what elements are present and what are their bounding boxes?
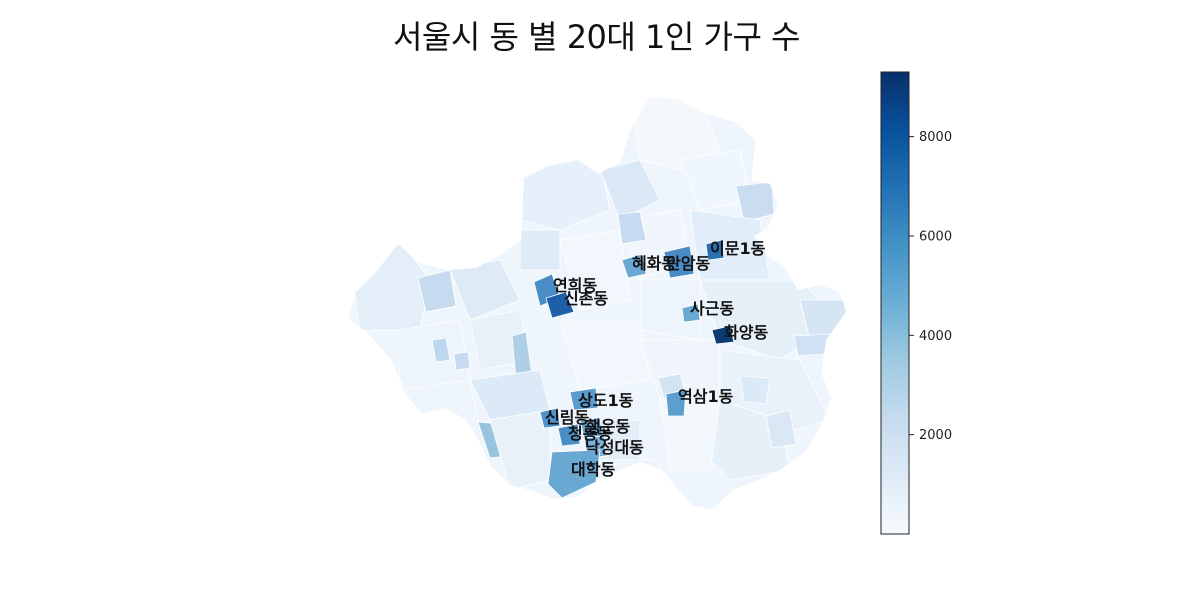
map-title: 서울시 동 별 20대 1인 가구 수: [392, 18, 801, 56]
label-yeonhuidong: 연희동: [553, 276, 597, 295]
label-daehakdong: 대학동: [571, 460, 615, 479]
label-anamdong: 안암동: [666, 254, 710, 273]
colorbar: 2000 4000 6000 8000: [880, 71, 952, 535]
label-hyehwadong: 혜화동: [632, 254, 676, 273]
colorbar-ticks: 2000 4000 6000 8000: [909, 130, 952, 443]
label-haengundong: 행운동: [586, 417, 630, 436]
highlighted-dongs: [533, 239, 735, 499]
label-cheongnyongdong: 청룡동: [568, 424, 612, 443]
dong-region-sangdo1: [569, 387, 599, 411]
label-sillimdong: 신림동: [545, 408, 589, 427]
colorbar-tick-label: 8000: [919, 130, 952, 145]
dong-region-yeoksam1: [665, 389, 687, 417]
dong-region-hyehwa: [621, 253, 647, 279]
colorbar-tick-label: 2000: [919, 428, 952, 443]
label-sinchondong: 신촌동: [564, 289, 608, 308]
dong-region-cheongnyong: [557, 423, 581, 447]
label-hwayangdong: 화양동: [724, 323, 768, 342]
dong-region-imun1: [705, 239, 725, 261]
dong-region-sageun: [681, 303, 701, 323]
dong-region-hwayang: [711, 325, 735, 345]
dong-region-sillim: [539, 407, 561, 429]
dong-region-anam: [663, 245, 695, 279]
colorbar-tick-label: 4000: [919, 329, 952, 344]
colorbar-tick-label: 6000: [919, 229, 952, 244]
label-nakseongdaedong: 낙성대동: [585, 438, 644, 457]
label-sageundong: 사근동: [690, 299, 734, 318]
dong-region-daehak: [547, 449, 601, 499]
dong-labels: 이문1동 혜화동 안암동 연희동 신촌동 사근동 화양동 역삼1동 상도1동 신…: [545, 239, 768, 479]
label-sangdo1dong: 상도1동: [578, 391, 634, 410]
dong-region-sinchon: [545, 291, 575, 319]
label-yeoksam1dong: 역삼1동: [678, 387, 734, 406]
colorbar-gradient: [880, 71, 910, 535]
label-imun1dong: 이문1동: [710, 239, 766, 258]
